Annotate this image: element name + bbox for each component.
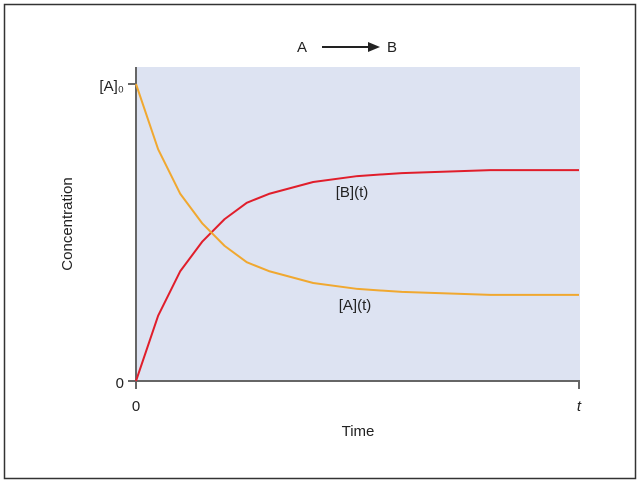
product: B	[387, 39, 397, 56]
y-tick-label: [A]₀	[99, 78, 124, 95]
reactant: A	[297, 39, 307, 56]
x-tick-label: t	[577, 398, 582, 415]
x-axis-label: Time	[342, 423, 375, 440]
arrow-head	[368, 42, 380, 52]
x-tick-label: 0	[132, 398, 140, 415]
curve	[135, 169, 579, 382]
curve-label: [B](t)	[336, 184, 369, 201]
y-tick-label: 0	[116, 375, 124, 392]
curve-label: [A](t)	[339, 297, 372, 314]
y-axis-label: Concentration	[59, 177, 76, 270]
curve	[135, 83, 579, 296]
plot-area	[136, 67, 580, 381]
